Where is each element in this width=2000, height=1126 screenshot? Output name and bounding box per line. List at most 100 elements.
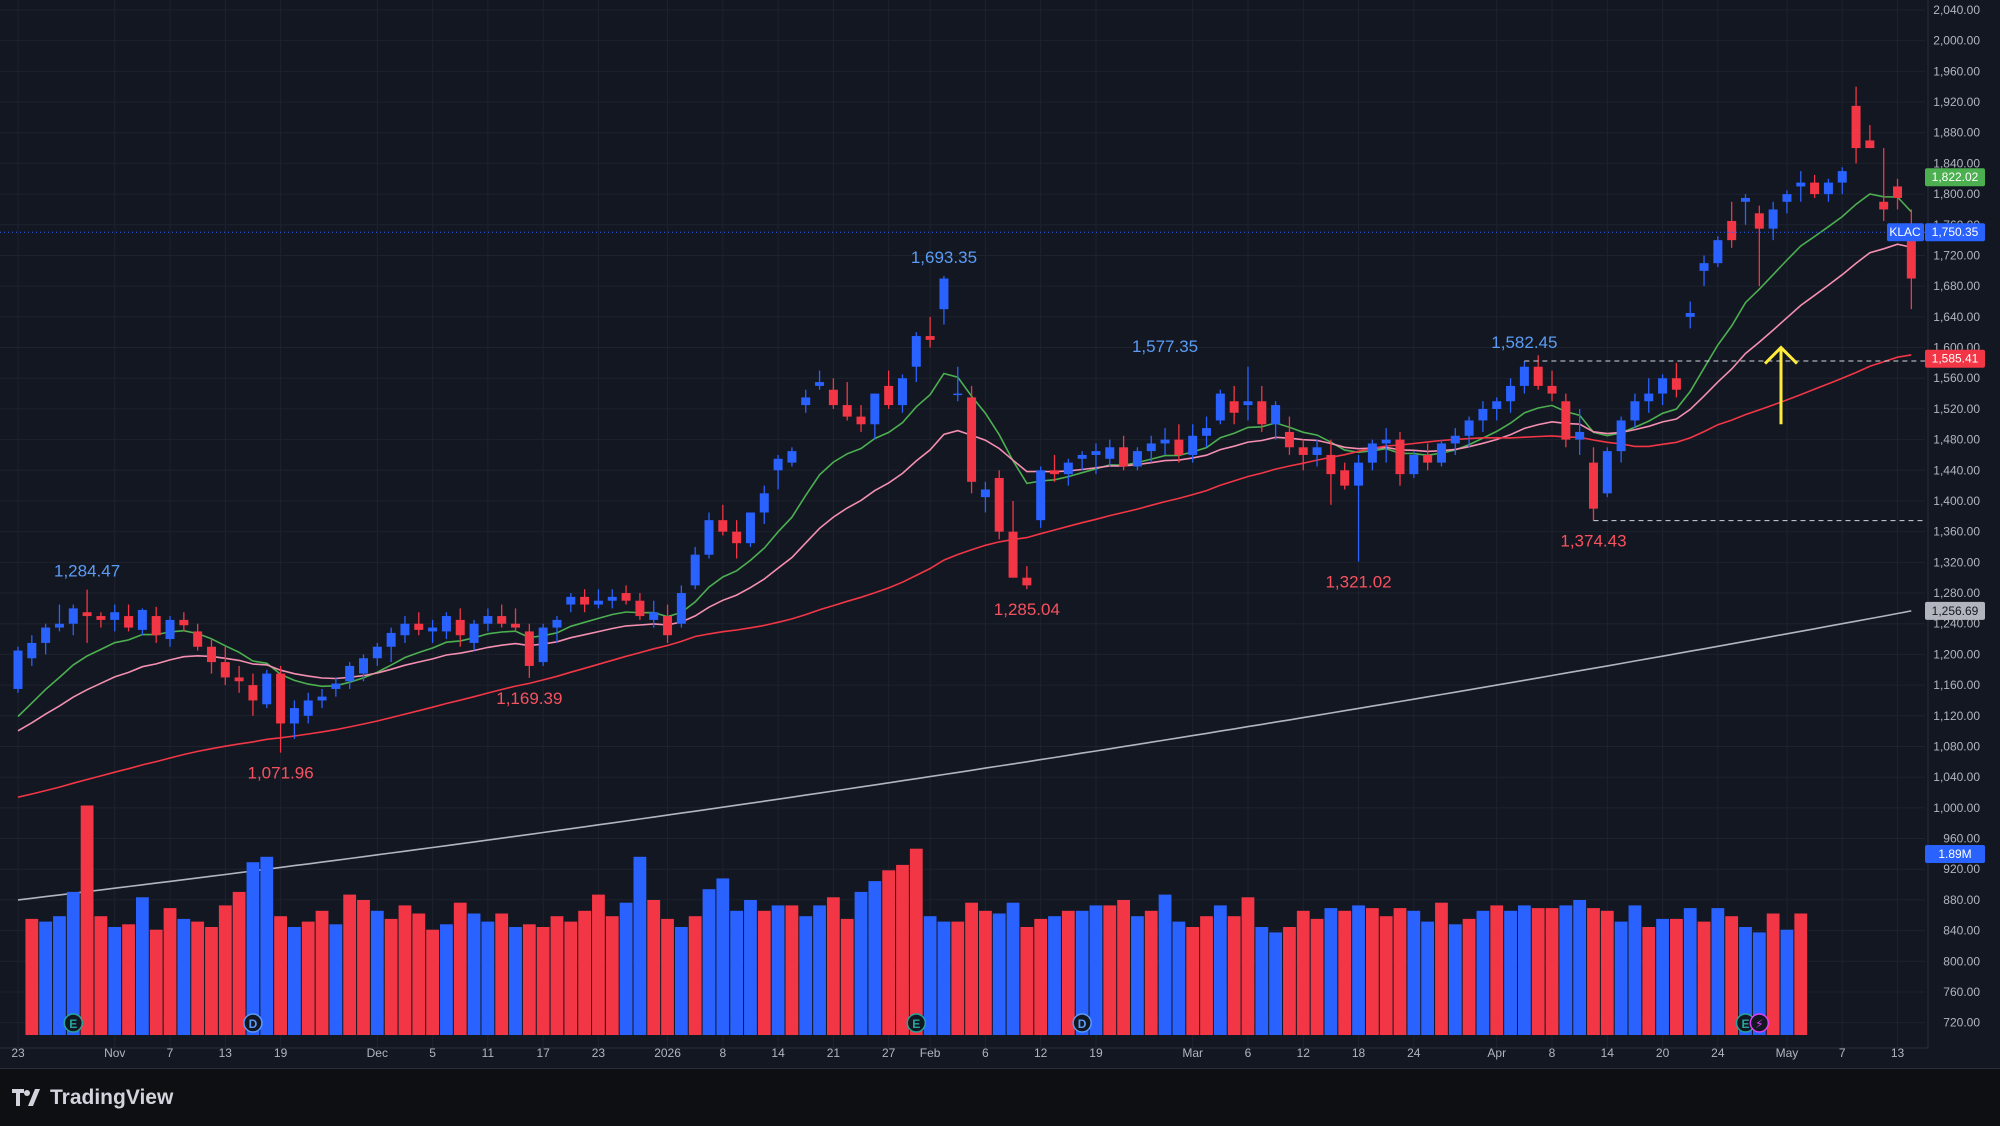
candle — [870, 393, 880, 440]
volume-bar — [771, 905, 785, 1035]
candle — [1782, 190, 1792, 214]
candle — [414, 612, 424, 636]
candle-body — [1865, 140, 1875, 149]
candle — [815, 370, 825, 390]
time-tick-label: 24 — [1407, 1046, 1421, 1060]
candle — [911, 332, 921, 383]
time-axis[interactable]: 23 Nov 7 13 19 Dec 5 11 17 23 2026 8 14 21 27 Feb 6 12 19 M… — [0, 1046, 2000, 1068]
time-tick-label: 18 — [1352, 1046, 1366, 1060]
candle-body — [607, 596, 617, 601]
candle — [1519, 361, 1529, 394]
earnings-marker-icon: E — [906, 1013, 927, 1033]
time-tick-label: 5 — [429, 1046, 436, 1060]
candle — [552, 616, 562, 643]
price-tick-label: 1,840.00 — [1933, 156, 1980, 170]
time-tick-label: May — [1776, 1046, 1799, 1060]
time-tick-label: 8 — [1549, 1046, 1556, 1060]
time-tick-label: 12 — [1034, 1046, 1048, 1060]
volume-bar — [1490, 905, 1504, 1035]
volume-bar — [979, 910, 992, 1035]
candle — [1561, 393, 1571, 448]
candle — [1699, 255, 1709, 287]
candle-body — [745, 512, 755, 544]
candle — [1796, 171, 1806, 202]
candle-body — [1229, 401, 1239, 413]
candle — [524, 623, 534, 678]
volume-bar — [1780, 929, 1794, 1035]
candle-body — [1036, 470, 1046, 521]
candle — [856, 405, 866, 432]
candle-body — [1823, 182, 1833, 195]
candle — [1188, 424, 1198, 463]
candle — [262, 669, 272, 709]
volume-bar — [1283, 927, 1296, 1035]
candle-body — [953, 393, 963, 396]
candle — [1243, 366, 1253, 421]
time-tick-label: 23 — [11, 1046, 25, 1060]
candle-body — [137, 609, 147, 630]
candle — [718, 504, 728, 536]
candlesticks[interactable] — [13, 86, 1916, 753]
time-tick-label: 23 — [592, 1046, 606, 1060]
price-tick-label: 1,520.00 — [1933, 402, 1980, 416]
price-tick-label: 800.00 — [1943, 954, 1980, 968]
candle — [82, 589, 92, 643]
price-annotation: 1,374.43 — [1560, 532, 1626, 551]
ma-200-line — [17, 610, 1912, 901]
candle — [1340, 462, 1350, 490]
candle — [1312, 439, 1322, 467]
volume-bar — [1365, 908, 1379, 1035]
volume-bar — [992, 913, 1006, 1035]
candle-body — [317, 696, 327, 701]
candle — [1132, 447, 1142, 471]
time-tick-label: 14 — [1601, 1046, 1615, 1060]
candle — [773, 454, 783, 490]
candle-body — [1119, 447, 1129, 467]
volume-bar — [1587, 908, 1600, 1035]
price-axis[interactable]: 720.00 760.00 800.00 840.00 880.00 920.00 960.… — [1887, 0, 2000, 1048]
candle — [1022, 566, 1032, 590]
candle — [690, 547, 700, 590]
split-marker-icon: ⚡ — [1749, 1013, 1770, 1033]
candle-body — [1174, 439, 1184, 455]
volume-bar — [1476, 910, 1490, 1035]
candle-body — [1160, 439, 1170, 444]
time-tick-label: Mar — [1182, 1046, 1203, 1060]
volume-bar — [260, 856, 274, 1035]
candle — [1077, 451, 1087, 471]
candle — [511, 608, 521, 632]
brand-name: TradingView — [50, 1086, 174, 1109]
candle-body — [372, 646, 382, 659]
time-tick-label: 6 — [982, 1046, 989, 1060]
candle — [469, 619, 479, 651]
time-tick-label: 8 — [719, 1046, 726, 1060]
price-tick-label: 1,280.00 — [1933, 586, 1980, 600]
candle-body — [1810, 182, 1820, 195]
volume-bar — [1131, 916, 1144, 1035]
time-tick-label: Nov — [104, 1046, 125, 1060]
candle — [317, 688, 327, 709]
candle — [897, 374, 907, 413]
candle — [179, 612, 189, 632]
time-tick-label: 2026 — [654, 1046, 681, 1060]
candle-body — [276, 673, 286, 724]
candle — [372, 642, 382, 666]
candle — [1174, 424, 1184, 463]
candle — [967, 385, 977, 494]
dividend-marker-icon: D — [1072, 1013, 1092, 1033]
price-annotation: 1,285.04 — [994, 600, 1060, 619]
price-tick-label: 1,040.00 — [1933, 770, 1980, 784]
candle-body — [13, 650, 23, 689]
candle-body — [1602, 451, 1612, 494]
candle-body — [621, 593, 631, 601]
price-tick-label: 2,000.00 — [1933, 34, 1980, 48]
candle — [1354, 454, 1364, 562]
candle-body — [1506, 385, 1516, 402]
tradingview-logo[interactable]: TradingView — [12, 1086, 173, 1110]
candle — [1616, 416, 1626, 463]
candle-body — [759, 493, 769, 513]
time-tick-label: 13 — [1891, 1046, 1905, 1060]
price-chart[interactable]: 1,284.47 1,071.96 1,169.39 1,693.35 1,285.04… — [0, 0, 2000, 1068]
candle-body — [994, 477, 1004, 532]
event-markers[interactable]: E D E D E ⚡ — [63, 1013, 1770, 1033]
